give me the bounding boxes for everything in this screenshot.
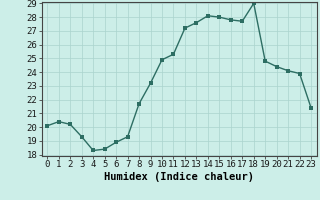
X-axis label: Humidex (Indice chaleur): Humidex (Indice chaleur) <box>104 172 254 182</box>
